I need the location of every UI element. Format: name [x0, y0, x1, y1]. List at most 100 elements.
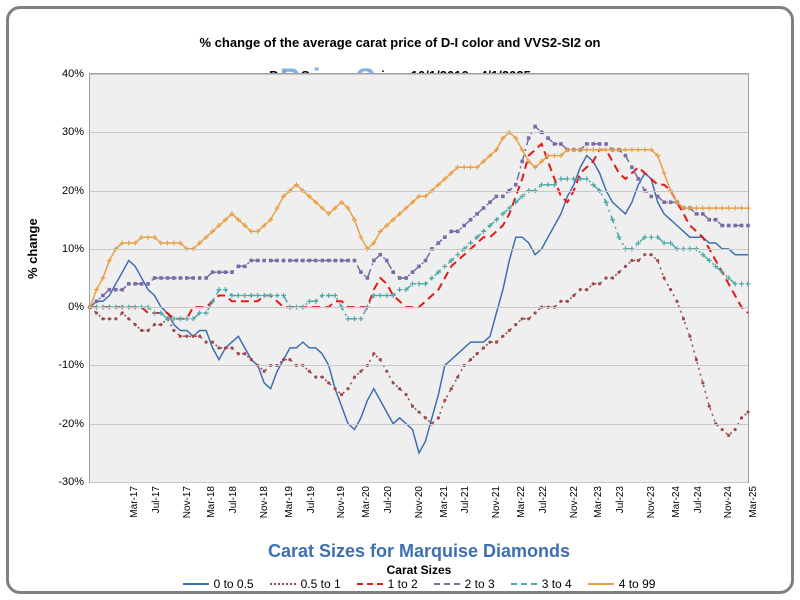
series-marker — [462, 165, 467, 170]
series-marker — [249, 259, 253, 263]
gridline — [90, 74, 748, 75]
series-marker — [166, 276, 170, 280]
series-marker — [159, 276, 163, 280]
series-marker — [534, 311, 537, 314]
series-marker — [410, 281, 415, 286]
series-marker — [108, 288, 112, 292]
series-marker — [172, 276, 176, 280]
series-marker — [468, 165, 473, 170]
series-marker — [384, 293, 389, 298]
x-tick-label: Jul-22 — [538, 486, 549, 513]
series-marker — [326, 293, 331, 298]
legend-item: 4 to 99 — [588, 577, 656, 591]
series-marker — [353, 259, 357, 263]
series-marker — [469, 358, 472, 361]
legend: 0 to 0.50.5 to 11 to 22 to 33 to 44 to 9… — [89, 577, 749, 591]
series-marker — [739, 206, 744, 211]
series-marker — [172, 329, 175, 332]
series-marker — [204, 276, 208, 280]
series-marker — [397, 287, 402, 292]
series-marker — [346, 259, 350, 263]
series-marker — [230, 346, 233, 349]
series-marker — [404, 276, 408, 280]
x-tick-label: Mar-20 — [361, 486, 372, 518]
series-marker — [456, 230, 460, 234]
series-marker — [727, 434, 730, 437]
series-marker — [340, 259, 344, 263]
series-marker — [153, 276, 157, 280]
series-marker — [604, 142, 608, 146]
series-marker — [495, 195, 499, 199]
series-marker — [307, 299, 312, 304]
gridline — [90, 482, 748, 483]
series-marker — [114, 288, 118, 292]
series-marker — [262, 259, 266, 263]
legend-label: 2 to 3 — [465, 577, 495, 591]
series-marker — [217, 346, 220, 349]
x-tick-label: Mar-23 — [594, 486, 605, 518]
series-marker — [584, 176, 589, 181]
series-marker — [134, 323, 137, 326]
legend-item: 3 to 4 — [511, 577, 572, 591]
series-marker — [443, 235, 447, 239]
series-marker — [120, 288, 124, 292]
series-line — [90, 132, 748, 307]
series-marker — [521, 317, 524, 320]
series-marker — [649, 235, 654, 240]
series-marker — [514, 183, 518, 187]
series-marker — [179, 276, 183, 280]
series-marker — [481, 229, 486, 234]
series-marker — [597, 147, 602, 152]
x-tick-label: Jul-18 — [228, 486, 239, 513]
series-marker — [242, 293, 247, 298]
x-tick-label: Nov-21 — [491, 486, 502, 518]
series-marker — [243, 265, 247, 269]
gridline — [90, 249, 748, 250]
series-marker — [442, 264, 447, 269]
series-marker — [255, 293, 260, 298]
legend-swatch — [588, 583, 614, 585]
series-marker — [656, 259, 659, 262]
series-marker — [450, 387, 453, 390]
series-marker — [301, 259, 305, 263]
gridline — [90, 307, 748, 308]
series-marker — [346, 316, 351, 321]
series-marker — [353, 375, 356, 378]
legend-item: 2 to 3 — [434, 577, 495, 591]
series-marker — [282, 358, 285, 361]
series-marker — [475, 212, 479, 216]
series-marker — [101, 294, 105, 298]
series-marker — [637, 177, 641, 181]
series-marker — [198, 276, 202, 280]
series-marker — [313, 299, 318, 304]
series-marker — [327, 381, 330, 384]
x-tick-label: Jul-23 — [615, 486, 626, 513]
legend-swatch — [357, 583, 383, 585]
series-marker — [746, 410, 749, 413]
x-tick-label: Nov-19 — [336, 486, 347, 518]
series-marker — [746, 224, 750, 228]
series-marker — [733, 206, 738, 211]
series-marker — [308, 370, 311, 373]
series-marker — [579, 288, 582, 291]
series-marker — [411, 405, 414, 408]
series-marker — [527, 317, 530, 320]
x-tick-label: Mar-19 — [284, 486, 295, 518]
series-marker — [475, 352, 478, 355]
series-marker — [630, 259, 633, 262]
series-marker — [726, 206, 731, 211]
series-marker — [488, 341, 491, 344]
series-marker — [533, 125, 537, 129]
series-marker — [146, 235, 151, 240]
series-marker — [320, 293, 325, 298]
series-marker — [482, 346, 485, 349]
series-marker — [700, 206, 705, 211]
series-marker — [558, 176, 563, 181]
series-marker — [733, 428, 736, 431]
series-marker — [114, 317, 117, 320]
series-marker — [243, 352, 246, 355]
series-marker — [372, 352, 375, 355]
x-tick-label: Mar-22 — [516, 486, 527, 518]
x-tick-label: Nov-17 — [181, 486, 192, 518]
series-marker — [192, 335, 195, 338]
